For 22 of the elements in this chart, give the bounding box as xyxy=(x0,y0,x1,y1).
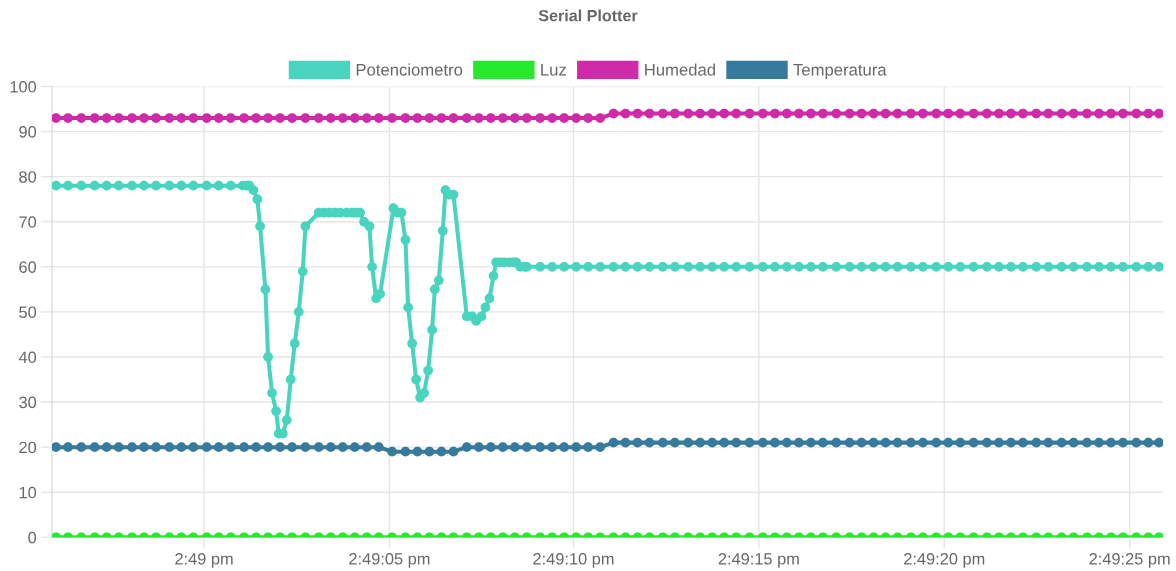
y-tick-label: 50 xyxy=(19,306,37,318)
y-tick-label: 0 xyxy=(28,531,37,544)
y-tick-label: 60 xyxy=(19,261,37,273)
y-tick-label: 80 xyxy=(19,171,37,183)
y-tick-label: 40 xyxy=(18,351,37,364)
y-tick-label: 20 xyxy=(19,441,37,454)
legend-label: Luz xyxy=(541,64,566,76)
y-tick-label: 70 xyxy=(19,216,37,228)
y-tick-label: 100 xyxy=(10,80,37,93)
x-tick-label: 2:49 pm xyxy=(175,553,233,568)
x-tick-label: 2:49:20 pm xyxy=(904,553,985,568)
chart-title: Serial Plotter xyxy=(538,9,638,22)
x-tick-label: 2:49:25 pm xyxy=(1089,553,1170,568)
y-tick-label: 90 xyxy=(19,126,37,138)
x-tick-label: 2:49:05 pm xyxy=(349,553,430,568)
legend-label: Potenciometro xyxy=(356,63,463,76)
legend-label: Humedad xyxy=(645,63,715,76)
x-tick-label: 2:49:15 pm xyxy=(718,553,799,568)
x-tick-label: 2:49:10 pm xyxy=(533,553,614,568)
y-tick-label: 10 xyxy=(19,486,37,499)
legend-label: Temperatura xyxy=(793,64,887,79)
y-tick-label: 30 xyxy=(19,396,37,409)
